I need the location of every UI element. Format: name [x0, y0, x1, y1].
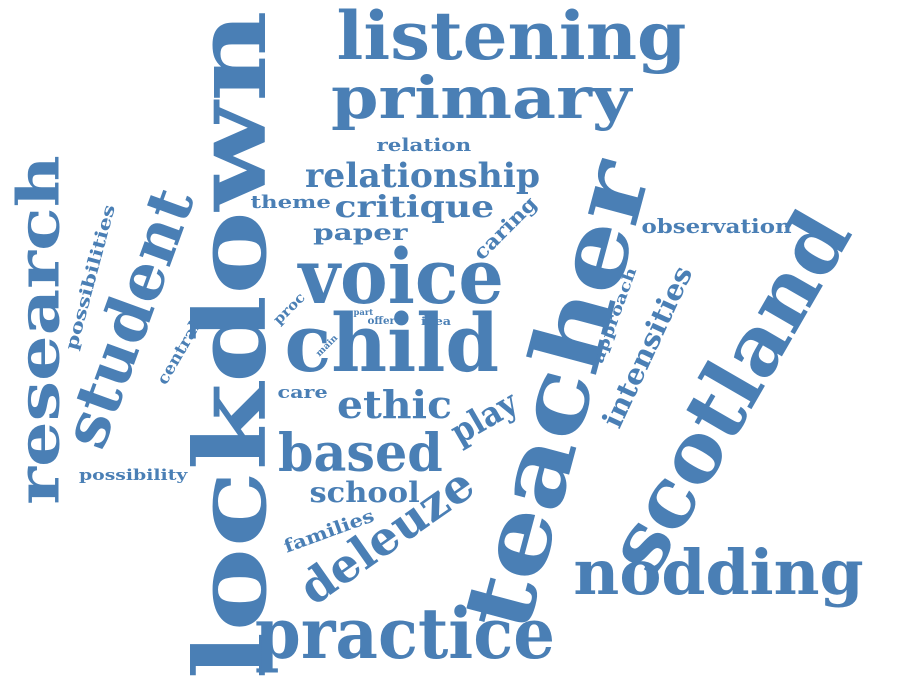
word-possibility: possibility: [78, 465, 188, 484]
word-nodding: nodding: [572, 536, 864, 609]
word-voice: voice: [298, 232, 504, 321]
word-critique: critique: [334, 190, 494, 225]
word-ethic: ethic: [336, 382, 452, 427]
word-idea: idea: [420, 314, 452, 328]
word-offer: offer: [367, 316, 395, 327]
word-listening: listening: [336, 0, 686, 75]
word-lockdown: lockdown: [173, 10, 289, 680]
word-theme: theme: [249, 192, 331, 213]
word-paper: paper: [312, 220, 408, 246]
word-based: based: [277, 423, 443, 484]
word-child: child: [284, 296, 500, 390]
word-primary: primary: [330, 64, 632, 132]
word-relationship: relationship: [304, 156, 540, 196]
word-research: research: [3, 155, 72, 505]
word-relation: relation: [376, 135, 472, 156]
word-observation: observation: [640, 214, 792, 238]
word-care: care: [276, 382, 328, 403]
word-part: part: [353, 307, 373, 317]
word-practice: practice: [254, 592, 555, 675]
word-school: school: [308, 476, 420, 509]
